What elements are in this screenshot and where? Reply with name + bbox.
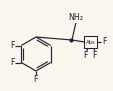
Text: F: F [33,76,38,85]
Text: NH₂: NH₂ [68,13,83,22]
Text: Abs: Abs [85,39,95,44]
Text: F: F [101,37,106,47]
Text: F: F [92,52,96,61]
Text: F: F [83,52,87,61]
FancyBboxPatch shape [84,36,97,48]
Text: F: F [10,41,14,50]
Text: F: F [10,58,14,67]
